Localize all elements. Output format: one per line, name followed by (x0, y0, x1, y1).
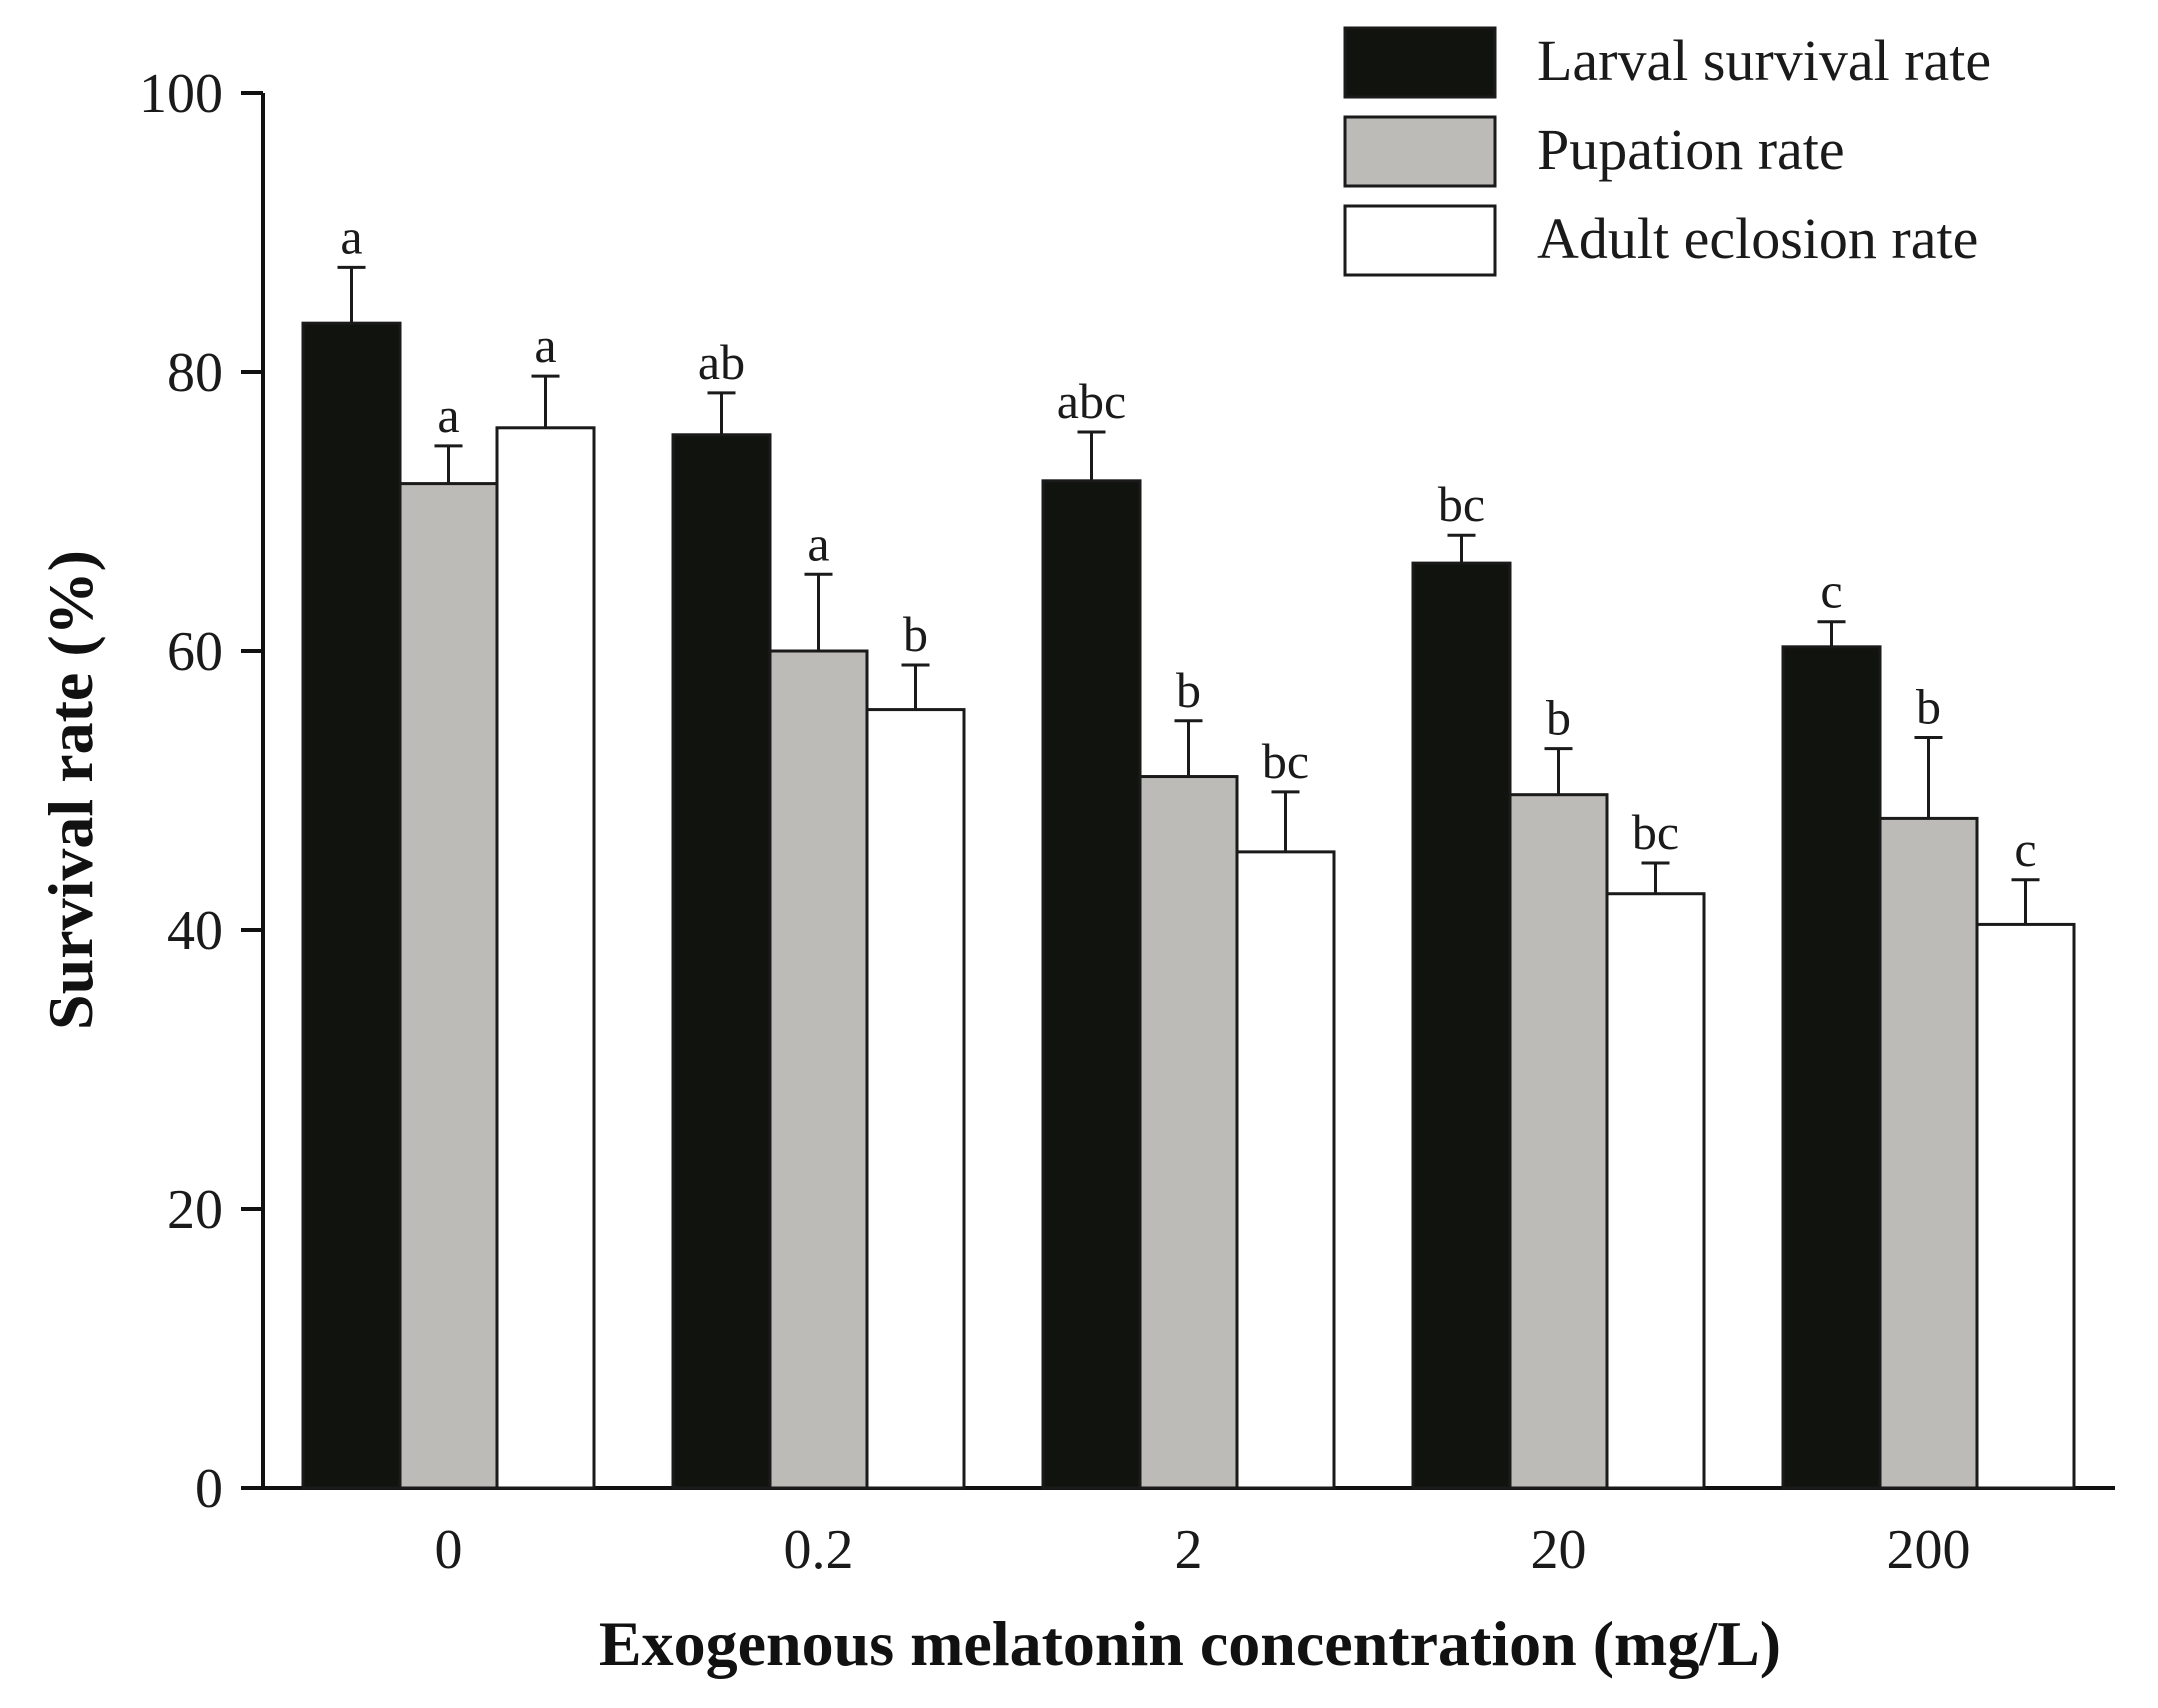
significance-letter: c (1820, 563, 1842, 619)
x-ticks: 0 0.2 2 20 200 (435, 1519, 1971, 1581)
bar (1411, 561, 1512, 1490)
legend: Larval survival rate Pupation rate Adult e… (1343, 26, 1991, 277)
legend-label: Pupation rate (1537, 117, 1845, 182)
legend-label: Adult eclosion rate (1537, 206, 1978, 271)
bar (301, 321, 402, 1490)
y-tick-label: 0 (195, 1458, 223, 1520)
x-tick-label: 0 (435, 1519, 463, 1581)
bar (1781, 645, 1882, 1490)
significance-letter: abc (1057, 373, 1126, 429)
significance-letter: b (1176, 662, 1201, 718)
x-axis-title: Exogenous melatonin concentration (mg/L) (599, 1608, 1781, 1679)
y-ticks: 0 20 40 60 80 100 (139, 63, 263, 1520)
bar (1605, 892, 1706, 1490)
bar (495, 426, 596, 1490)
significance-letter: c (2014, 821, 2036, 877)
significance-letter: a (534, 317, 556, 373)
y-tick-label: 20 (167, 1179, 223, 1241)
significance-letter: b (1916, 678, 1941, 734)
significance-letter: b (903, 606, 928, 662)
y-tick-label: 80 (167, 342, 223, 404)
y-tick-label: 40 (167, 900, 223, 962)
legend-label: Larval survival rate (1537, 28, 1991, 93)
significance-letter: bc (1632, 804, 1679, 860)
bar (1975, 922, 2076, 1490)
significance-letter: bc (1262, 733, 1309, 789)
legend-swatch (1343, 26, 1497, 99)
y-tick-label: 60 (167, 621, 223, 683)
bar (1508, 793, 1609, 1490)
bar (671, 433, 772, 1490)
y-tick-label: 100 (139, 63, 223, 125)
significance-letter: a (437, 387, 459, 443)
bar (1235, 850, 1336, 1490)
legend-swatch (1343, 115, 1497, 188)
x-tick-label: 200 (1887, 1519, 1971, 1581)
y-axis-title: Survival rate (%) (35, 550, 106, 1030)
bar (768, 649, 869, 1490)
significance-letter: ab (698, 334, 745, 390)
x-tick-label: 20 (1531, 1519, 1587, 1581)
x-tick-label: 0.2 (784, 1519, 854, 1581)
bar (398, 482, 499, 1490)
bar (1041, 479, 1142, 1490)
legend-swatch (1343, 204, 1497, 277)
significance-letter: b (1546, 690, 1571, 746)
x-tick-label: 2 (1175, 1519, 1203, 1581)
significance-letter: a (807, 515, 829, 571)
bar (1138, 775, 1239, 1490)
bar (865, 708, 966, 1490)
significance-letter: bc (1438, 476, 1485, 532)
significance-letter: a (340, 208, 362, 264)
bar (1878, 816, 1979, 1490)
